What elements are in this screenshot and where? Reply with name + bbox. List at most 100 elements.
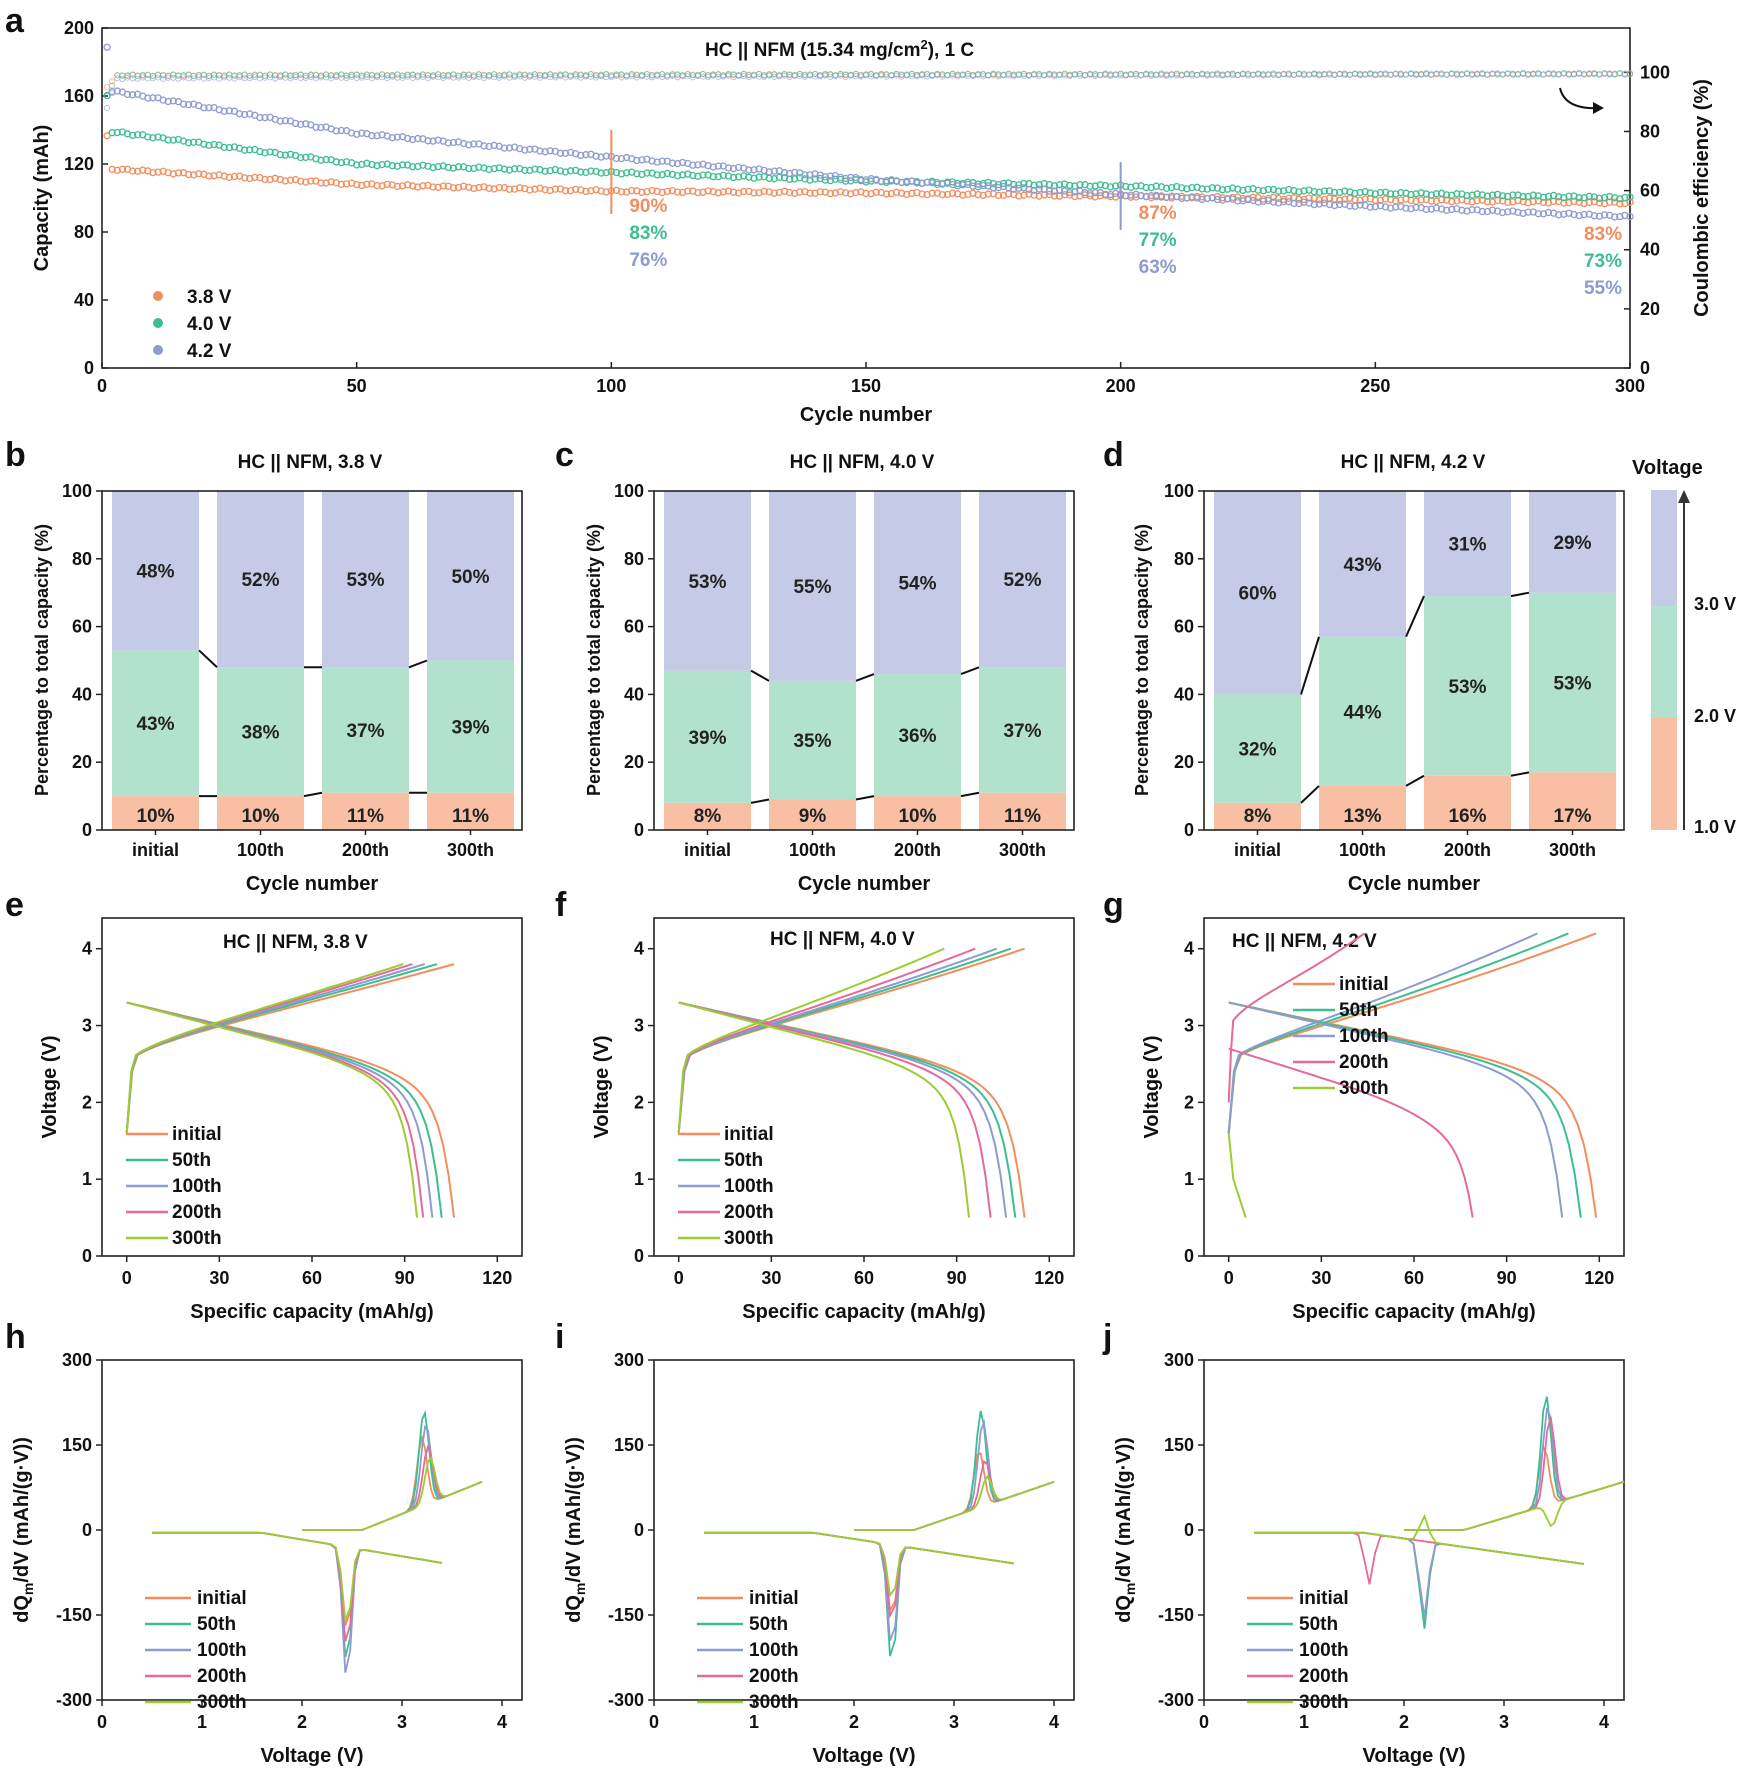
bar-segment-mid: [1214, 694, 1301, 803]
capacity-point: [281, 151, 290, 159]
capacity-point: [531, 165, 539, 173]
y-tick-label: 300: [1164, 1350, 1194, 1370]
capacity-point: [1285, 185, 1293, 194]
panel-g: g HC || NFM, 4.2 V 0 30 60 90 120 0 1 2 3 4 initia…: [1103, 886, 1625, 1323]
capacity-point: [225, 173, 233, 182]
capacity-point: [709, 163, 717, 171]
capacity-point: [510, 165, 519, 173]
capacity-point: [459, 139, 468, 148]
bar-label-low: 13%: [1343, 806, 1381, 827]
capacity-point: [128, 131, 137, 140]
capacity-point: [296, 153, 305, 162]
capacity-point: [1397, 188, 1405, 197]
capacity-point: [1244, 185, 1252, 193]
capacity-point: [597, 153, 605, 161]
capacity-point: [1509, 191, 1517, 199]
capacity-point: [1295, 188, 1303, 196]
capacity-point: [1468, 198, 1476, 206]
capacity-point: [128, 91, 137, 99]
bar-segment-low: [664, 802, 751, 830]
ce-point: [241, 75, 248, 82]
capacity-point: [134, 131, 142, 139]
y-tick-label: 80: [72, 549, 92, 569]
x-axis-label-g: Specific capacity (mAh/g): [1292, 1301, 1535, 1323]
bar-label-mid: 35%: [793, 731, 831, 752]
bar-segment-high: [1214, 491, 1301, 695]
capacity-point: [1427, 191, 1436, 199]
capacity-point: [184, 101, 193, 109]
x-tick-label: 1: [197, 1712, 207, 1732]
capacity-point: [928, 189, 936, 197]
bar-segment-high: [664, 491, 751, 671]
x-tick-label: 300th: [999, 840, 1046, 860]
y-tick-label: 4: [82, 939, 92, 959]
charge-curve: [125, 963, 425, 1134]
capacity-point: [1432, 204, 1441, 212]
capacity-point: [994, 183, 1003, 192]
capacity-point: [663, 187, 672, 196]
capacity-point: [811, 175, 819, 183]
capacity-point: [984, 190, 992, 198]
capacity-point: [643, 188, 651, 196]
y-tick-label: 300: [62, 1350, 92, 1370]
bar-segment-high: [112, 491, 199, 651]
capacity-point: [1330, 188, 1339, 197]
y-axis-label-b: Percentage to total capacity (%): [32, 524, 52, 796]
panel-h: h 0 1 2 3 4 -300 -150 0 150 300 initial 50th 100th 20…: [5, 1318, 523, 1767]
x-tick-label-a: 250: [1360, 376, 1390, 396]
capacity-point: [363, 180, 371, 188]
x-tick-label: 200th: [894, 840, 941, 860]
capacity-point: [337, 180, 346, 189]
bar-label-low: 11%: [1004, 806, 1041, 827]
legend-label-40: 4.0 V: [187, 314, 232, 335]
capacity-point: [1071, 188, 1079, 196]
capacity-point: [409, 163, 417, 171]
ce-point: [297, 75, 304, 82]
capacity-point: [444, 139, 452, 147]
bar-segment-low: [217, 796, 304, 830]
capacity-point: [1422, 190, 1430, 198]
y-tick-label: 150: [62, 1435, 92, 1455]
y-tick-label: 20: [1174, 752, 1194, 772]
capacity-point: [373, 132, 381, 140]
capacity-point: [220, 143, 228, 151]
ce-point: [226, 74, 233, 81]
capacity-point: [1137, 191, 1145, 200]
ce-point: [1448, 70, 1455, 77]
legend-label: 300th: [172, 1228, 222, 1249]
charge-dqdv-curve: [1404, 1407, 1625, 1531]
capacity-point: [312, 123, 320, 131]
y-tick-label: 40: [624, 684, 644, 704]
capacity-point: [663, 169, 672, 178]
charge-dqdv-curve: [1404, 1396, 1625, 1531]
bar-label-mid: 38%: [241, 723, 279, 744]
charge-curve: [1227, 932, 1569, 1134]
capacity-point: [898, 189, 906, 197]
bar-label-low: 10%: [241, 806, 279, 827]
bar-segment-mid: [874, 674, 961, 797]
bar-segment-high: [874, 491, 961, 675]
capacity-point: [490, 141, 498, 150]
capacity-point: [281, 116, 290, 125]
capacity-point: [485, 142, 493, 151]
capacity-point: [240, 174, 249, 182]
capacity-point: [103, 132, 111, 140]
capacity-point: [1346, 202, 1354, 210]
y-tick-label: 4: [1184, 939, 1194, 959]
capacity-point: [1575, 194, 1583, 202]
legend-label: 50th: [749, 1614, 788, 1635]
capacity-point: [780, 187, 789, 195]
capacity-point: [750, 189, 758, 197]
capacity-point: [1198, 185, 1206, 193]
y-tick-label: 1: [634, 1169, 644, 1189]
x-axis-label-i: Voltage (V): [813, 1745, 916, 1767]
panel-label-b: b: [5, 436, 26, 474]
capacity-point: [1295, 195, 1303, 203]
ce-point: [119, 75, 126, 83]
x-tick-label: 1: [1299, 1712, 1309, 1732]
y2-tick-label-a: 40: [1640, 240, 1660, 260]
discharge-dqdv-curve: [152, 1531, 443, 1626]
capacity-point: [1381, 203, 1390, 211]
ce-point: [1504, 70, 1511, 77]
y-tick-label: 1: [82, 1169, 92, 1189]
